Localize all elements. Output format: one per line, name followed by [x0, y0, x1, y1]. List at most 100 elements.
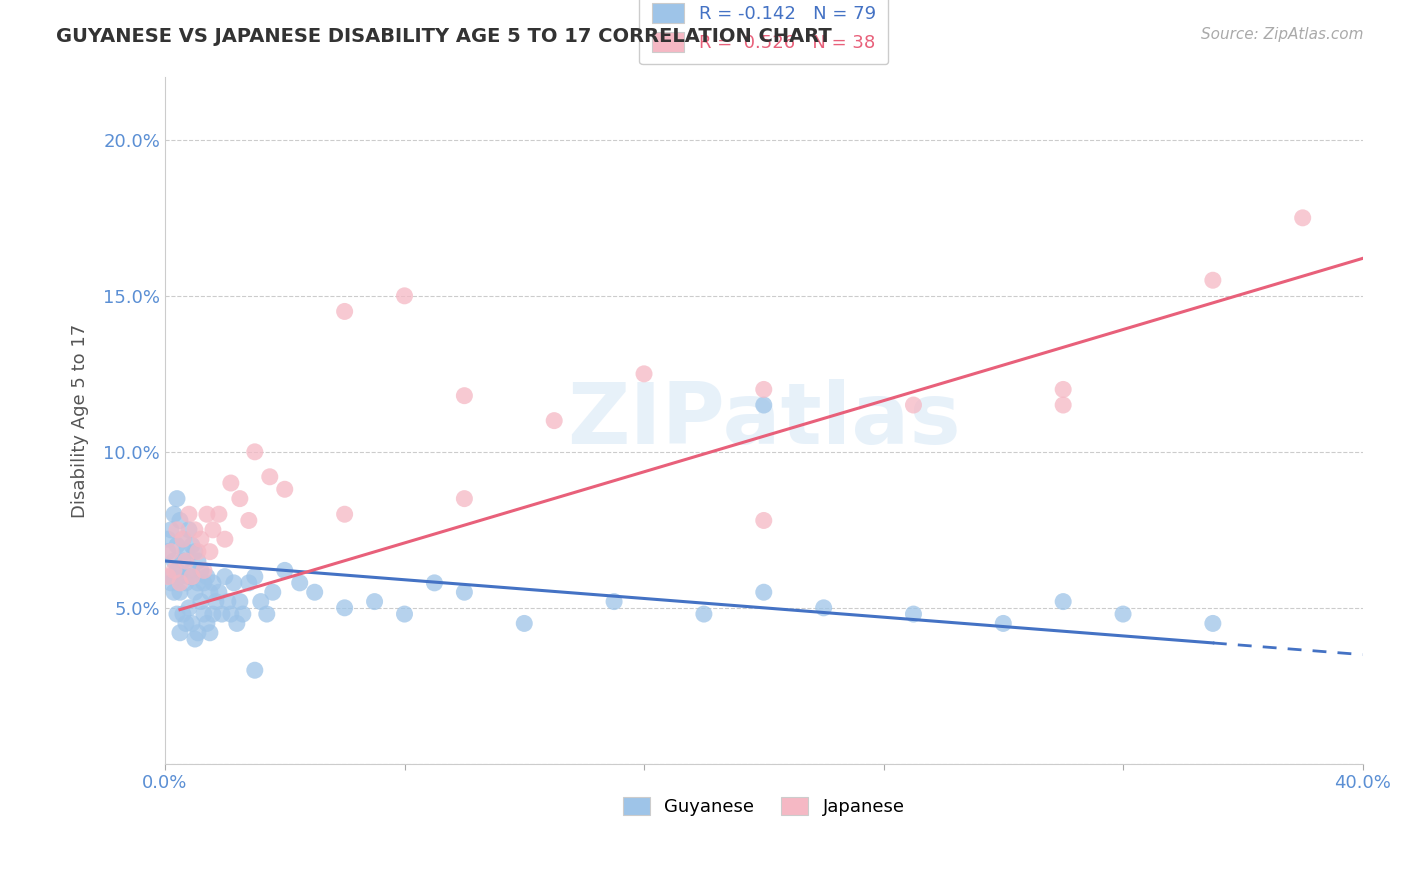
Point — [198, 585, 221, 599]
Point — [172, 554, 194, 568]
Point — [453, 585, 475, 599]
Point — [187, 625, 209, 640]
Point — [394, 289, 416, 303]
Point — [160, 575, 183, 590]
Point — [181, 569, 204, 583]
Point — [229, 594, 252, 608]
Text: ZIPatlas: ZIPatlas — [567, 379, 960, 462]
Point — [752, 513, 775, 527]
Point — [238, 575, 260, 590]
Point — [208, 507, 231, 521]
Point — [214, 569, 236, 583]
Point — [166, 563, 188, 577]
Point — [543, 414, 565, 428]
Point — [333, 507, 356, 521]
Point — [172, 532, 194, 546]
Point — [187, 544, 209, 558]
Point — [156, 544, 179, 558]
Point — [423, 575, 446, 590]
Point — [198, 544, 221, 558]
Point — [333, 304, 356, 318]
Point — [274, 483, 297, 497]
Point — [394, 607, 416, 621]
Point — [190, 532, 212, 546]
Point — [333, 600, 356, 615]
Point — [184, 544, 207, 558]
Point — [219, 476, 242, 491]
Point — [363, 594, 385, 608]
Point — [813, 600, 835, 615]
Point — [177, 523, 200, 537]
Point — [229, 491, 252, 506]
Point — [174, 544, 197, 558]
Point — [174, 554, 197, 568]
Point — [160, 544, 183, 558]
Point — [195, 569, 218, 583]
Point — [184, 585, 207, 599]
Point — [222, 575, 245, 590]
Point — [195, 507, 218, 521]
Point — [184, 523, 207, 537]
Point — [205, 594, 228, 608]
Point — [752, 398, 775, 412]
Point — [193, 563, 215, 577]
Point — [1292, 211, 1315, 225]
Point — [1202, 616, 1225, 631]
Point — [232, 607, 254, 621]
Point — [259, 470, 281, 484]
Point — [262, 585, 284, 599]
Point — [993, 616, 1015, 631]
Point — [225, 616, 247, 631]
Point — [1052, 398, 1074, 412]
Point — [166, 491, 188, 506]
Point — [166, 607, 188, 621]
Point — [1052, 383, 1074, 397]
Point — [201, 523, 224, 537]
Point — [193, 607, 215, 621]
Point — [169, 513, 191, 527]
Point — [243, 445, 266, 459]
Point — [160, 569, 183, 583]
Point — [752, 383, 775, 397]
Point — [169, 569, 191, 583]
Point — [177, 600, 200, 615]
Point — [181, 616, 204, 631]
Point — [693, 607, 716, 621]
Point — [201, 575, 224, 590]
Point — [1112, 607, 1135, 621]
Point — [219, 607, 242, 621]
Point — [603, 594, 626, 608]
Legend: Guyanese, Japanese: Guyanese, Japanese — [616, 790, 912, 823]
Point — [238, 513, 260, 527]
Text: GUYANESE VS JAPANESE DISABILITY AGE 5 TO 17 CORRELATION CHART: GUYANESE VS JAPANESE DISABILITY AGE 5 TO… — [56, 27, 832, 45]
Point — [208, 585, 231, 599]
Point — [166, 538, 188, 552]
Point — [1202, 273, 1225, 287]
Point — [172, 532, 194, 546]
Point — [174, 575, 197, 590]
Point — [187, 554, 209, 568]
Point — [752, 585, 775, 599]
Point — [156, 532, 179, 546]
Point — [453, 491, 475, 506]
Point — [163, 507, 186, 521]
Point — [513, 616, 536, 631]
Point — [903, 607, 925, 621]
Point — [193, 575, 215, 590]
Point — [190, 563, 212, 577]
Point — [256, 607, 278, 621]
Point — [169, 575, 191, 590]
Point — [177, 569, 200, 583]
Y-axis label: Disability Age 5 to 17: Disability Age 5 to 17 — [72, 324, 89, 517]
Point — [195, 616, 218, 631]
Point — [181, 563, 204, 577]
Point — [190, 594, 212, 608]
Point — [1052, 594, 1074, 608]
Point — [166, 523, 188, 537]
Point — [156, 569, 179, 583]
Point — [163, 563, 186, 577]
Point — [243, 569, 266, 583]
Point — [187, 575, 209, 590]
Point — [163, 554, 186, 568]
Point — [177, 507, 200, 521]
